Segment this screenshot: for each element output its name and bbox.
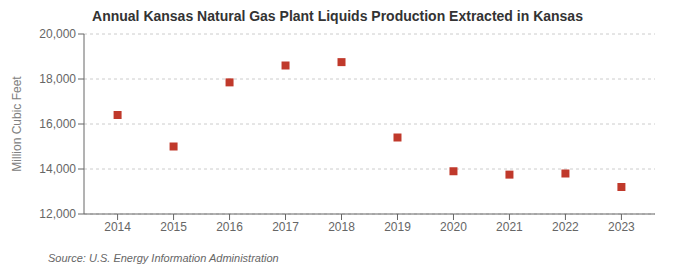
html-text:Annual Kansas Natural Gas Plan: Annual Kansas Natural Gas Plant Liquids …	[92, 8, 583, 24]
svg-text:2020: 2020	[440, 220, 467, 234]
svg-text:2019: 2019	[384, 220, 411, 234]
svg-text:2015: 2015	[160, 220, 187, 234]
svg-text:18,000: 18,000	[39, 72, 76, 86]
svg-text:Million Cubic Feet: Million Cubic Feet	[10, 76, 24, 172]
svg-text:16,000: 16,000	[39, 117, 76, 131]
svg-text:2022: 2022	[552, 220, 579, 234]
svg-text:2014: 2014	[104, 220, 131, 234]
html-text:Source: U.S. Energy Informatio: Source: U.S. Energy Information Administ…	[48, 252, 279, 264]
svg-text:14,000: 14,000	[39, 162, 76, 176]
svg-text:2021: 2021	[496, 220, 523, 234]
svg-text:20,000: 20,000	[39, 27, 76, 41]
svg-text:2016: 2016	[216, 220, 243, 234]
svg-text:2018: 2018	[328, 220, 355, 234]
svg-text:2017: 2017	[272, 220, 299, 234]
svg-text:2023: 2023	[608, 220, 635, 234]
svg-text:12,000: 12,000	[39, 207, 76, 221]
